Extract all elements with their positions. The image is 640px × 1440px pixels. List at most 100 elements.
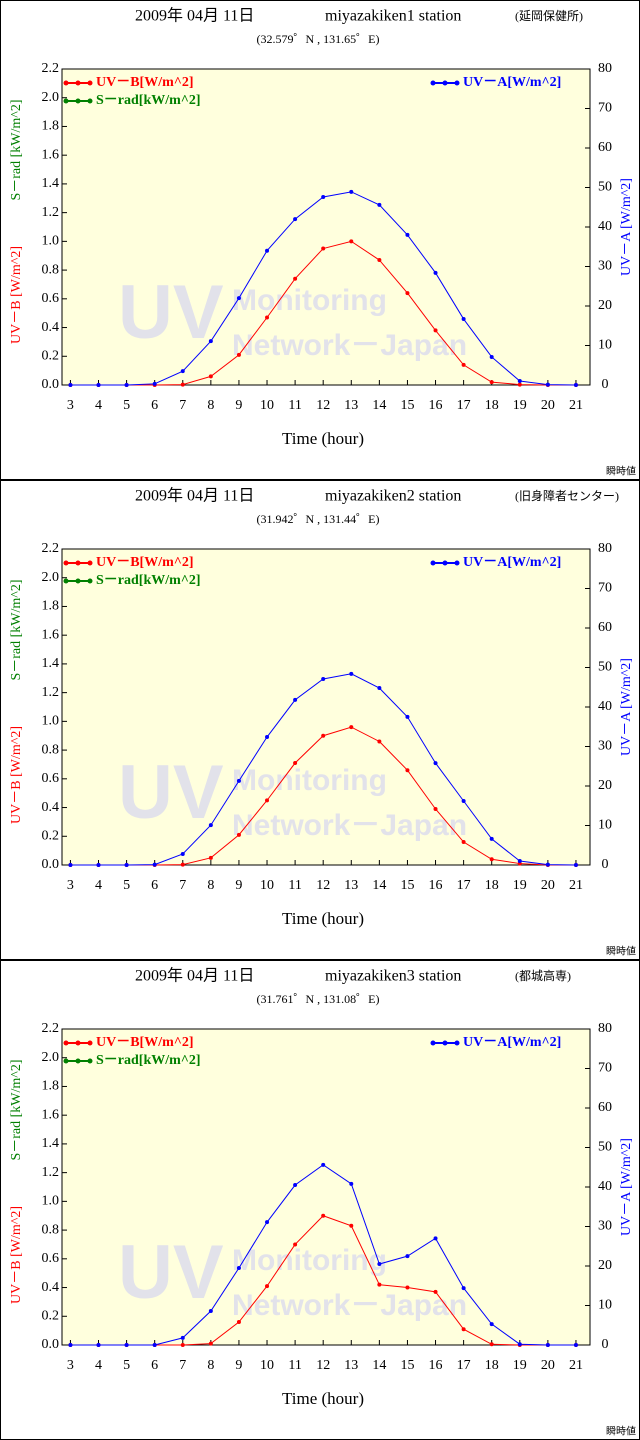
x-tick-label: 17 [457,878,471,893]
data-point [349,189,354,194]
y-tick-label: 0.8 [42,742,60,757]
x-tick-label: 4 [95,1358,102,1373]
data-point [152,1343,157,1347]
x-tick-label: 18 [485,398,499,413]
x-tick-label: 17 [457,398,471,413]
x-tick-label: 10 [260,398,274,413]
y-tick-label: 1.0 [42,234,60,249]
x-tick-label: 10 [260,878,274,893]
data-point [265,735,270,740]
legend-dot [87,98,93,104]
data-point [293,217,298,222]
station-name: miyazakiken2 station [325,488,461,505]
data-point [349,239,354,244]
data-point [461,317,466,322]
data-point [293,697,298,702]
y2-tick-label: 70 [598,1061,612,1076]
y-tick-label: 0.2 [42,348,60,363]
y2-tick-label: 0 [602,377,609,392]
data-point [265,1284,270,1289]
x-tick-label: 5 [123,398,130,413]
y-tick-label: 2.0 [42,570,60,585]
legend-dot [454,1040,460,1046]
y-tick-label: 1.0 [42,1194,60,1209]
station-name: miyazakiken3 station [325,968,461,985]
y2-tick-label: 50 [598,660,612,675]
watermark: Network－Japan [232,1289,467,1322]
data-point [517,382,522,387]
legend-label: UV－A[W/m^2] [463,75,561,90]
x-tick-label: 10 [260,1358,274,1373]
x-tick-label: 13 [344,878,358,893]
data-point [208,339,213,344]
data-point [321,246,326,251]
x-tick-label: 8 [207,878,214,893]
x-tick-label: 9 [235,1358,242,1373]
legend-dot [63,578,69,584]
data-point [461,840,466,845]
x-tick-label: 21 [569,1358,583,1373]
data-point [236,832,241,837]
x-tick-label: 19 [513,878,527,893]
data-point [321,733,326,738]
data-point [236,778,241,783]
data-point [489,354,494,359]
site-name: (都城高専) [515,968,571,983]
y-tick-label: 1.6 [42,627,60,642]
legend-dot [63,1040,69,1046]
data-point [405,1254,410,1259]
x-tick-label: 15 [400,1358,414,1373]
data-point [545,382,550,387]
y2-tick-label: 20 [598,298,612,313]
y-tick-label: 2.2 [42,1021,60,1036]
x-tick-label: 14 [372,398,386,413]
y2-axis-label: UV－A [W/m^2] [619,1138,634,1236]
y-axis-label-secondary: S－rad [kW/m^2] [9,99,24,200]
x-tick-label: 8 [207,398,214,413]
data-point [433,761,438,766]
x-tick-label: 16 [429,878,443,893]
watermark: Monitoring [232,1244,387,1277]
legend-label: UV－B[W/m^2] [96,75,194,90]
legend-dot [63,98,69,104]
data-point [349,1181,354,1186]
x-tick-label: 19 [513,1358,527,1373]
legend-dot [75,1058,81,1064]
x-tick-label: 3 [67,1358,74,1373]
site-name: (延岡保健所) [515,9,583,23]
data-point [68,1343,73,1347]
legend-dot [63,1058,69,1064]
y2-tick-label: 60 [598,1100,612,1115]
x-tick-label: 13 [344,1358,358,1373]
y-tick-label: 1.4 [42,176,60,191]
data-point [96,863,101,867]
data-point [321,1162,326,1167]
y2-tick-label: 50 [598,180,612,195]
y-tick-label: 1.8 [42,119,60,134]
y-tick-label: 2.2 [42,61,60,76]
legend-dot [75,1040,81,1046]
data-point [461,362,466,367]
x-axis-label: Time (hour) [282,909,364,928]
y2-axis-label: UV－A [W/m^2] [619,658,634,756]
y-tick-label: 0.0 [42,377,60,392]
data-point [573,383,578,387]
data-point [545,862,550,867]
watermark: UV [118,750,224,835]
data-point [433,806,438,811]
watermark: Network－Japan [232,329,467,362]
y2-tick-label: 80 [598,541,612,556]
chart-panel: UV Monitoring Network－Japan 2009年 04月 11日 mi… [0,480,640,960]
x-tick-label: 12 [316,398,330,413]
x-tick-label: 20 [541,878,555,893]
y-tick-label: 1.2 [42,205,60,220]
x-tick-label: 19 [513,398,527,413]
data-point [461,799,466,804]
data-point [265,1220,270,1225]
data-point [573,863,578,867]
x-tick-label: 14 [372,1358,386,1373]
y-tick-label: 1.8 [42,599,60,614]
y-tick-label: 2.2 [42,541,60,556]
station-name: miyazakiken1 station [325,8,461,25]
